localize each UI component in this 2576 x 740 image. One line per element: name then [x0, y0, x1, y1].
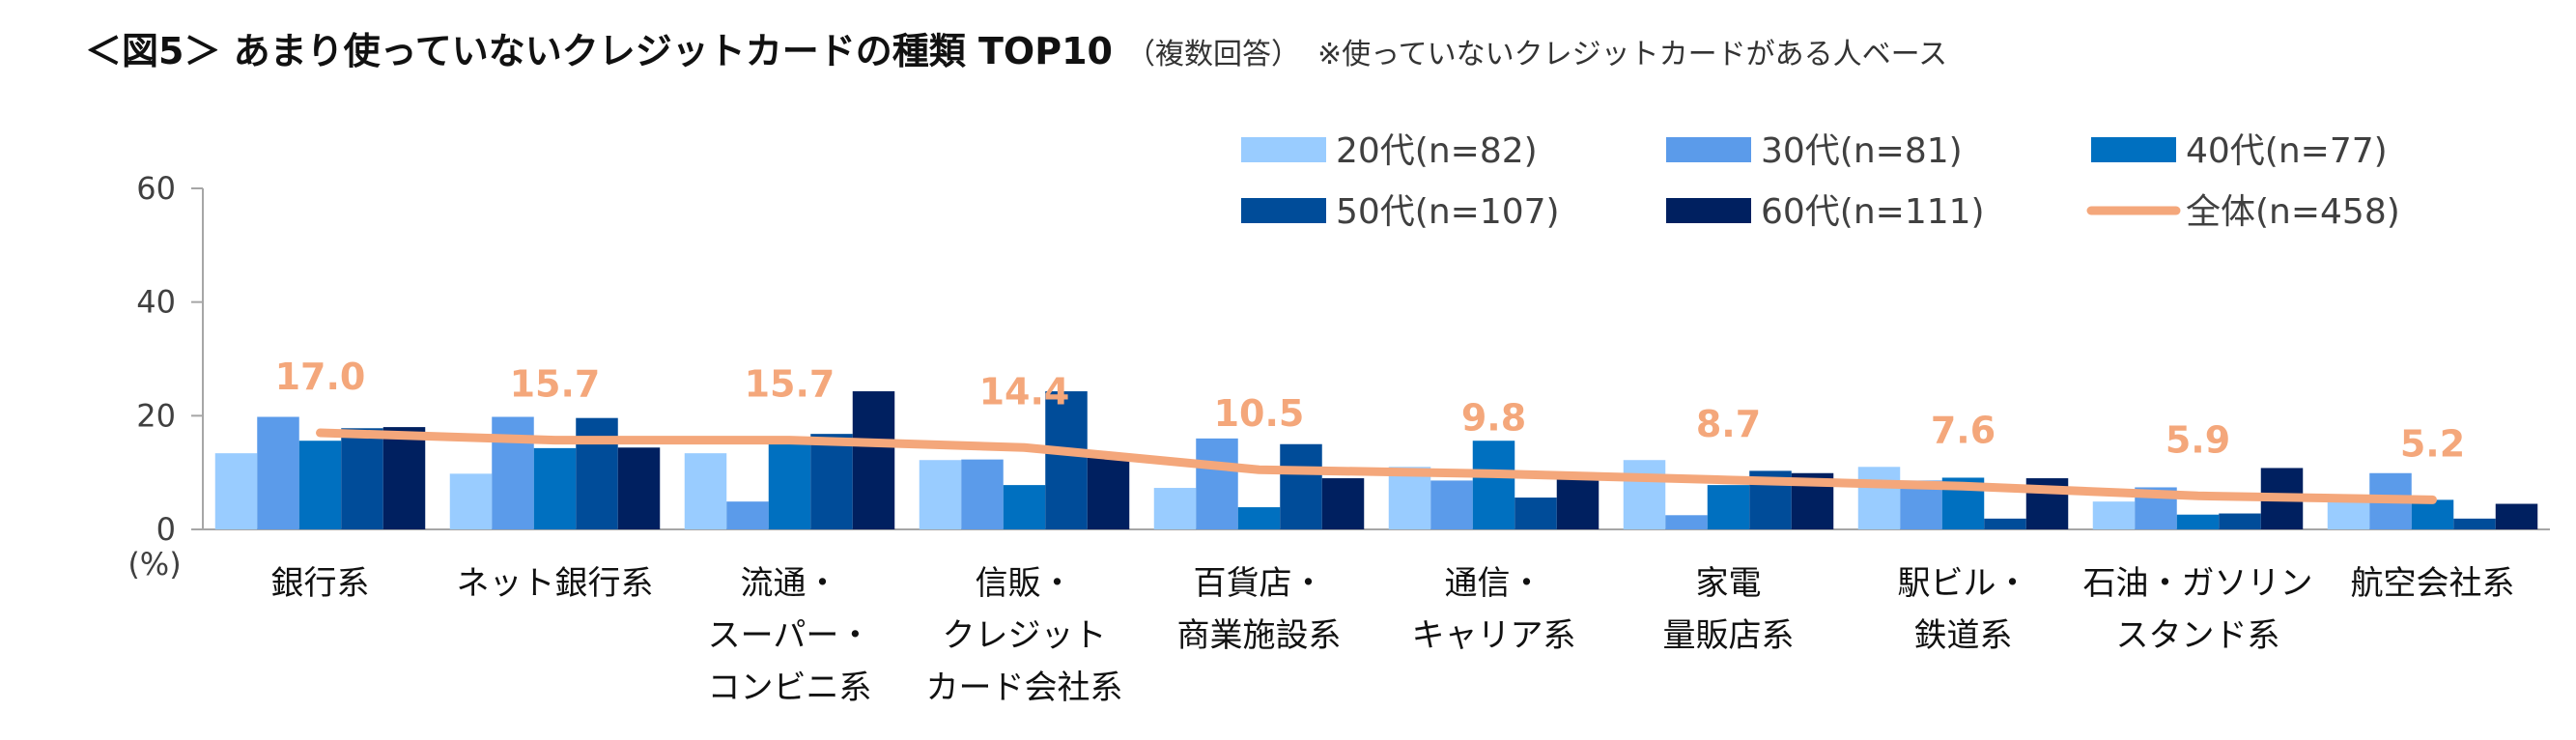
- bar: [961, 459, 1004, 529]
- bar: [298, 441, 342, 529]
- x-category-label: 百貨店・: [1194, 564, 1325, 603]
- bar: [1514, 498, 1557, 529]
- legend-swatch: [1666, 198, 1751, 223]
- legend-swatch: [1241, 198, 1326, 223]
- bar: [1003, 485, 1046, 529]
- x-category-label: 家電: [1696, 564, 1762, 603]
- total-data-label: 8.7: [1696, 403, 1761, 445]
- bar: [341, 428, 383, 529]
- legend-swatch: [2091, 137, 2176, 162]
- bar: [2219, 513, 2261, 529]
- bar: [1665, 515, 1708, 529]
- x-category-label: 航空会社系: [2351, 564, 2515, 603]
- x-category-label: クレジット: [943, 616, 1107, 655]
- bar: [2495, 503, 2538, 529]
- bar: [919, 460, 962, 529]
- bar: [2453, 518, 2496, 529]
- x-category-label: スタンド系: [2116, 616, 2280, 655]
- bar: [1556, 478, 1599, 529]
- x-category-label: 商業施設系: [1177, 616, 1342, 655]
- x-category-label: 量販店系: [1663, 616, 1795, 655]
- total-series-line: [316, 428, 2437, 504]
- total-data-label: 14.4: [979, 370, 1070, 413]
- bar: [1430, 480, 1473, 529]
- total-data-label: 17.0: [275, 356, 366, 398]
- x-category-label: 駅ビル・: [1898, 564, 2029, 603]
- bar: [449, 473, 493, 529]
- bar: [1388, 467, 1431, 529]
- bar: [1321, 478, 1365, 529]
- x-category-label: 流通・: [741, 564, 839, 603]
- bar: [382, 427, 426, 529]
- bar: [1087, 457, 1130, 529]
- total-data-label: 10.5: [1214, 392, 1305, 435]
- legend-label: 30代(n=81): [1761, 131, 1963, 171]
- bar: [1623, 460, 1666, 529]
- bar: [1707, 485, 1750, 529]
- bar: [492, 416, 534, 529]
- x-category-label: ネット銀行系: [457, 564, 654, 603]
- x-category-label: 通信・: [1445, 564, 1543, 603]
- total-data-label: 9.8: [1461, 396, 1526, 439]
- x-category-label: スーパー・: [708, 616, 872, 655]
- bar: [1280, 443, 1322, 529]
- legend-swatch: [1666, 137, 1751, 162]
- legend-label: 40代(n=77): [2186, 131, 2388, 171]
- legend-label: 50代(n=107): [1336, 192, 1560, 232]
- legend-swatch: [1241, 137, 1326, 162]
- legend-label: 60代(n=111): [1761, 192, 1985, 232]
- chart-note: ※使っていないクレジットカードがある人ベース: [1316, 38, 1948, 71]
- total-data-label: 5.2: [2400, 422, 2465, 465]
- bar: [257, 416, 299, 529]
- x-category-label: キャリア系: [1412, 616, 1576, 655]
- bar: [684, 453, 727, 529]
- x-category-label: 銀行系: [271, 564, 370, 603]
- y-tick-label: 20: [136, 397, 176, 434]
- y-tick-label: 0: [156, 511, 176, 548]
- bar: [1196, 438, 1238, 529]
- bar: [726, 501, 769, 529]
- bar: [1472, 441, 1515, 529]
- bar: [2411, 499, 2454, 529]
- bar: [533, 447, 577, 529]
- bar: [1984, 518, 2026, 529]
- bar: [1153, 488, 1197, 529]
- bar: [2176, 514, 2220, 529]
- x-category-label: コンビニ系: [708, 669, 872, 707]
- bar: [576, 417, 618, 529]
- title-row: ＜図5＞ あまり使っていないクレジットカードの種類 TOP10 （複数回答） ※…: [85, 21, 1947, 79]
- y-tick-label: 40: [136, 284, 176, 321]
- bar: [2092, 501, 2136, 529]
- bar: [1045, 391, 1088, 529]
- total-data-label: 15.7: [510, 363, 601, 406]
- x-category-label: カード会社系: [926, 669, 1123, 707]
- bar: [810, 434, 853, 529]
- total-data-label: 15.7: [745, 363, 835, 406]
- chart-subtitle: （複数回答）: [1125, 38, 1300, 71]
- bar: [852, 391, 895, 529]
- y-axis-unit-label: (%): [127, 546, 181, 583]
- total-data-label: 5.9: [2166, 418, 2230, 461]
- x-category-label: 鉄道系: [1914, 616, 2013, 655]
- legend-label: 20代(n=82): [1336, 131, 1538, 171]
- bar: [768, 441, 811, 529]
- y-tick-label: 60: [136, 170, 176, 207]
- bar: [1857, 467, 1901, 529]
- bar: [214, 453, 258, 529]
- bar: [1237, 507, 1281, 529]
- legend-label: 全体(n=458): [2186, 192, 2400, 232]
- x-category-label: 信販・: [976, 564, 1074, 603]
- x-category-label: 石油・ガソリン: [2083, 564, 2313, 603]
- chart-title: ＜図5＞ あまり使っていないクレジットカードの種類 TOP10: [85, 30, 1113, 72]
- bar: [2327, 501, 2370, 529]
- total-data-label: 7.6: [1931, 409, 1996, 451]
- bar: [617, 447, 661, 529]
